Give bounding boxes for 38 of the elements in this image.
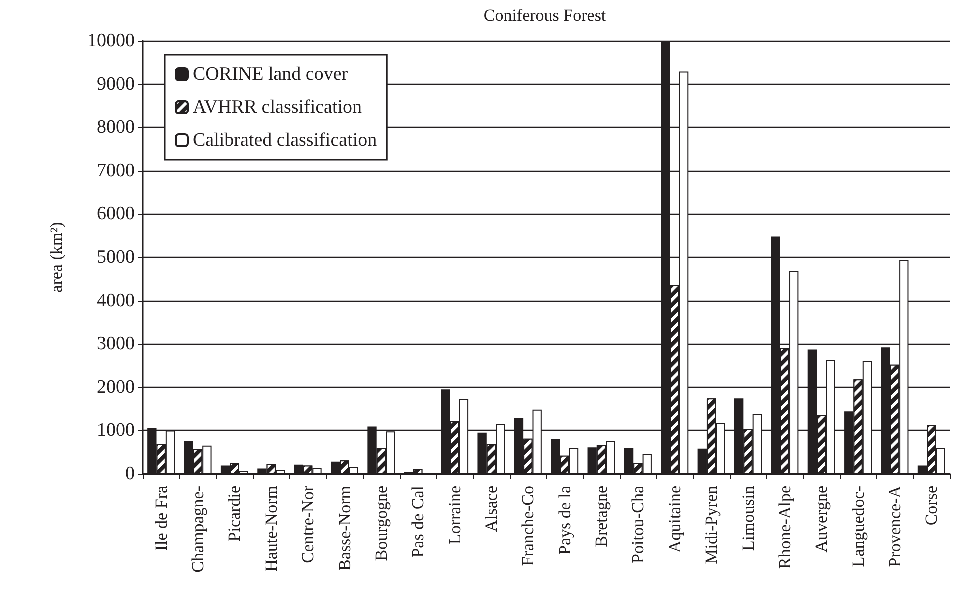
x-tick-label: Basse-Norm — [335, 486, 354, 571]
x-tick-label: Provence-A — [885, 485, 904, 568]
legend-label: Calibrated classification — [193, 130, 378, 151]
x-tick-label: Corse — [922, 486, 942, 526]
chart-title: Coniferous Forest — [484, 6, 606, 25]
y-tick-label: 0 — [126, 464, 135, 484]
y-tick-label: 9000 — [97, 74, 135, 95]
x-tick-label: Franche-Co — [518, 486, 538, 566]
x-tick-label: Ile de Fra — [152, 486, 171, 552]
x-tick-label: Bourgogne — [372, 486, 391, 562]
y-tick-label: 6000 — [97, 204, 135, 225]
y-tick-label: 2000 — [97, 376, 135, 398]
legend-label: AVHRR classification — [193, 97, 363, 118]
y-axis-title: area (km²) — [47, 222, 66, 293]
x-tick-label: Lorraine — [445, 486, 464, 545]
x-tick-label: Aquitaine — [665, 486, 684, 554]
y-tick-label: 4000 — [97, 290, 135, 312]
y-tick-label: 10000 — [88, 30, 135, 52]
x-tick-label: Rhone-Alpe — [775, 486, 794, 570]
x-tick-label: Auvergne — [812, 486, 832, 553]
y-tick-label: 8000 — [97, 117, 135, 138]
x-tick-label: Midi-Pyren — [702, 486, 722, 564]
x-tick-label: Centre-Nor — [298, 486, 318, 564]
x-tick-label: Haute-Norm — [262, 486, 281, 572]
y-tick-label: 7000 — [97, 160, 135, 182]
x-tick-label: Languedoc- — [848, 486, 868, 568]
x-tick-label: Picardie — [225, 486, 244, 542]
x-tick-label: Bretagne — [592, 486, 612, 548]
x-tick-label: Champagne- — [188, 486, 208, 573]
x-tick-label: Pays de la — [555, 486, 574, 555]
legend-label: CORINE land cover — [193, 64, 349, 85]
x-tick-label: Poitou-Cha — [628, 486, 648, 564]
y-tick-label: 3000 — [97, 334, 135, 355]
y-tick-label: 5000 — [97, 247, 135, 268]
y-tick-label: 1000 — [97, 420, 135, 442]
x-tick-label: Pas de Cal — [408, 486, 428, 558]
x-tick-label: Limousin — [738, 486, 758, 552]
x-tick-label: Alsace — [482, 486, 501, 532]
